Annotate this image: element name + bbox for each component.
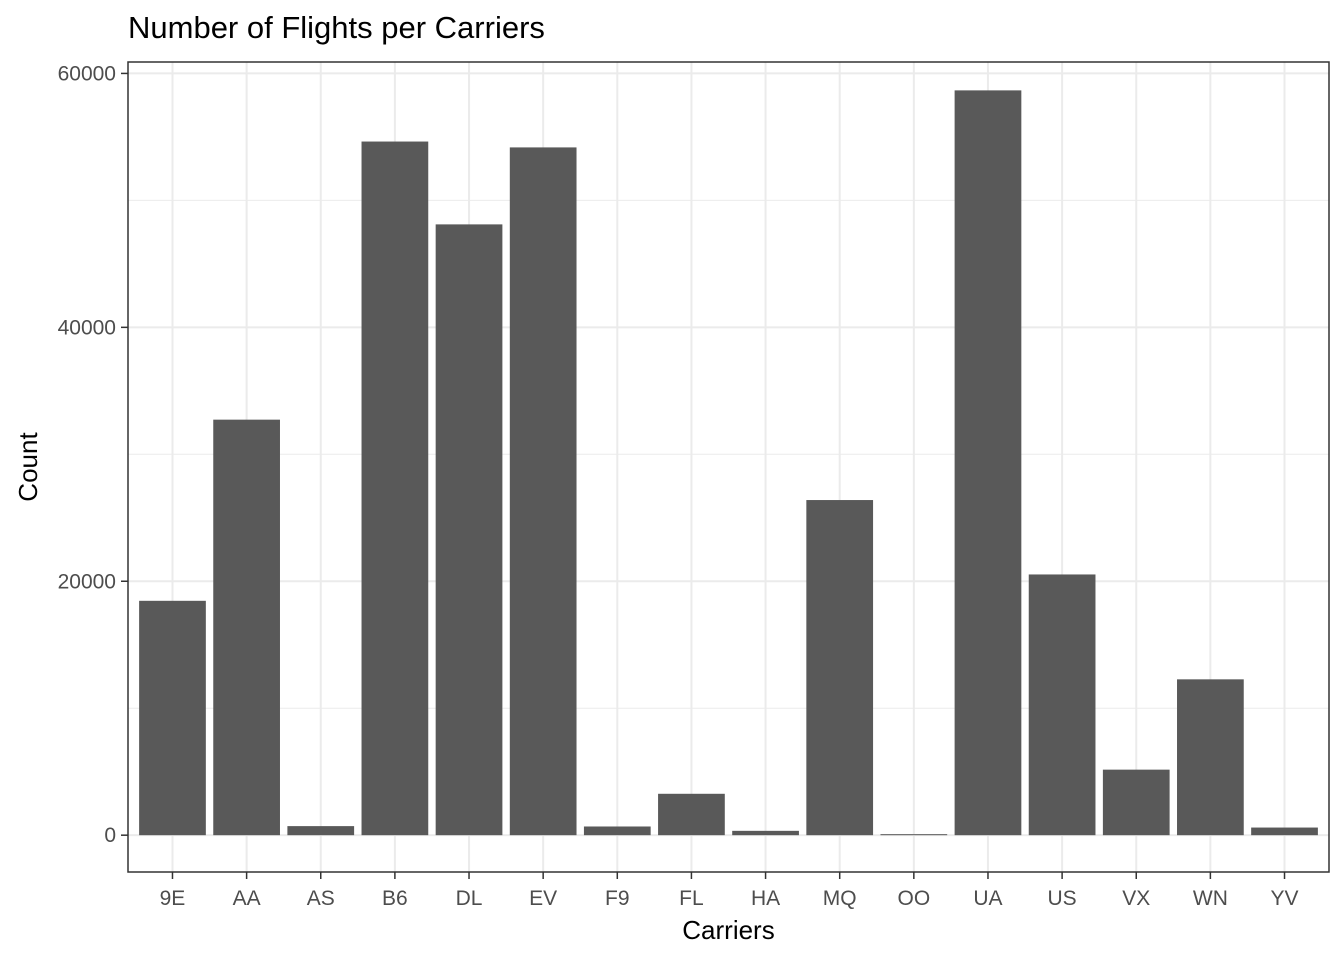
x-tick-label: VX	[1122, 887, 1150, 910]
bar-ua	[954, 90, 1022, 836]
bar-vx	[1102, 769, 1170, 836]
y-axis-title: Count	[13, 432, 43, 502]
bar-oo	[880, 834, 948, 836]
x-tick-label: MQ	[823, 887, 857, 910]
x-tick-label: UA	[973, 887, 1002, 910]
x-tick-label: AA	[233, 887, 261, 910]
x-tick-label: YV	[1271, 887, 1299, 910]
bar-dl	[435, 224, 503, 836]
bar-aa	[213, 419, 280, 836]
bar-ev	[509, 147, 577, 836]
bar-yv	[1251, 827, 1318, 836]
y-tick-label: 60000	[58, 62, 116, 85]
bar-wn	[1177, 679, 1244, 836]
bar-mq	[806, 500, 874, 836]
x-tick-label: OO	[898, 887, 931, 910]
bar-b6	[361, 141, 429, 836]
bar-9e	[139, 600, 206, 836]
bar-us	[1028, 574, 1096, 836]
x-tick-label: 9E	[160, 887, 186, 910]
y-tick-label: 0	[104, 824, 116, 847]
x-axis-title: Carriers	[682, 915, 774, 945]
x-tick-label: B6	[382, 887, 408, 910]
bar-f9	[583, 826, 651, 836]
chart-title: Number of Flights per Carriers	[128, 10, 545, 45]
y-tick-label: 40000	[58, 316, 116, 339]
x-tick-label: FL	[679, 887, 704, 910]
x-tick-label: DL	[456, 887, 483, 910]
x-tick-label: AS	[307, 887, 335, 910]
bar-ha	[732, 830, 799, 836]
y-tick-label: 20000	[58, 570, 116, 593]
x-tick-label: WN	[1193, 887, 1228, 910]
bar-fl	[658, 793, 725, 836]
bar-as	[287, 826, 355, 836]
x-tick-label: HA	[751, 887, 780, 910]
x-tick-label: US	[1048, 887, 1077, 910]
panel-border	[127, 61, 1330, 873]
x-tick-label: F9	[605, 887, 630, 910]
x-tick-label: EV	[529, 887, 557, 910]
